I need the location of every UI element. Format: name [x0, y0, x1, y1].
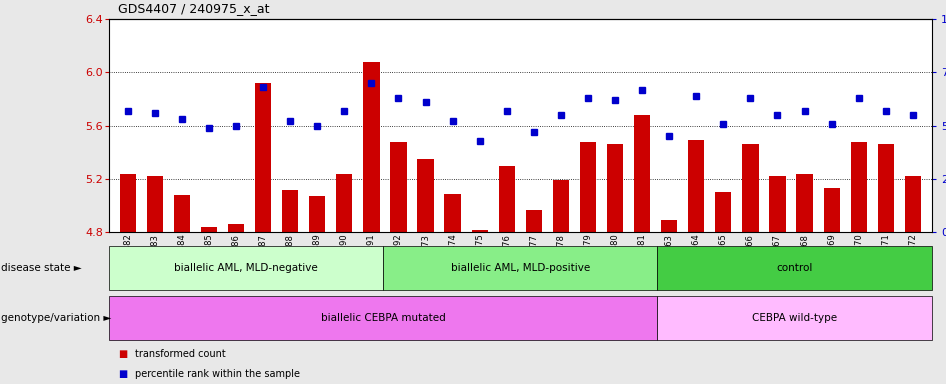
Bar: [661, 220, 677, 232]
Bar: [824, 189, 840, 232]
Bar: [580, 142, 596, 232]
Bar: [634, 115, 650, 232]
Bar: [228, 224, 244, 232]
Text: biallelic AML, MLD-negative: biallelic AML, MLD-negative: [174, 263, 318, 273]
Bar: [391, 142, 407, 232]
Bar: [499, 166, 515, 232]
Text: biallelic AML, MLD-positive: biallelic AML, MLD-positive: [450, 263, 590, 273]
Bar: [878, 144, 894, 232]
Bar: [417, 159, 433, 232]
Bar: [743, 144, 759, 232]
Bar: [552, 180, 569, 232]
Bar: [336, 174, 353, 232]
Text: percentile rank within the sample: percentile rank within the sample: [135, 369, 300, 379]
Text: disease state ►: disease state ►: [1, 263, 81, 273]
Bar: [688, 141, 705, 232]
Bar: [715, 192, 731, 232]
Bar: [526, 210, 542, 232]
Bar: [850, 142, 867, 232]
Text: genotype/variation ►: genotype/variation ►: [1, 313, 112, 323]
Bar: [147, 176, 163, 232]
Text: biallelic CEBPA mutated: biallelic CEBPA mutated: [321, 313, 446, 323]
Text: GDS4407 / 240975_x_at: GDS4407 / 240975_x_at: [118, 2, 270, 15]
Text: CEBPA wild-type: CEBPA wild-type: [752, 313, 837, 323]
Bar: [309, 196, 325, 232]
Bar: [904, 176, 921, 232]
Text: control: control: [777, 263, 813, 273]
Bar: [282, 190, 298, 232]
Bar: [797, 174, 813, 232]
Bar: [607, 144, 623, 232]
Bar: [119, 174, 136, 232]
Text: ■: ■: [118, 349, 128, 359]
Bar: [363, 62, 379, 232]
Bar: [471, 230, 488, 232]
Bar: [769, 176, 785, 232]
Bar: [201, 227, 217, 232]
Text: ■: ■: [118, 369, 128, 379]
Text: transformed count: transformed count: [135, 349, 226, 359]
Bar: [174, 195, 190, 232]
Bar: [445, 194, 461, 232]
Bar: [255, 83, 272, 232]
